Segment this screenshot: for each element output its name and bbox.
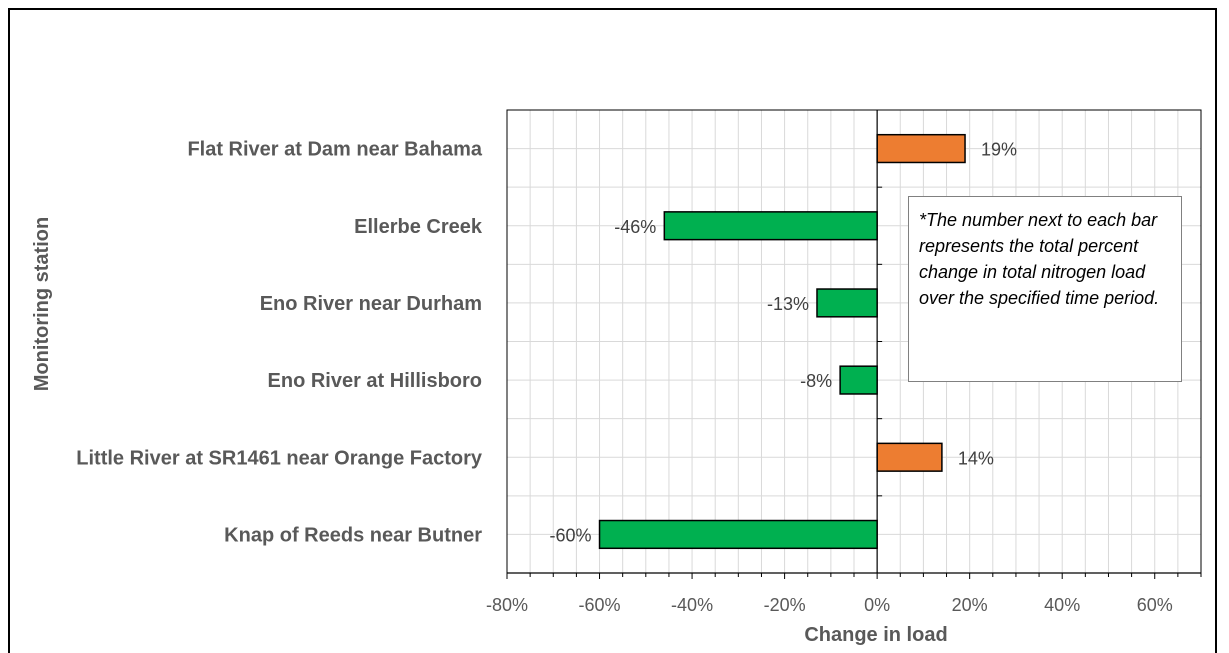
category-label: Flat River at Dam near Bahama — [187, 139, 482, 161]
x-tick-label: 60% — [1137, 595, 1173, 615]
category-label: Ellerbe Creek — [354, 216, 483, 238]
x-tick-label: 20% — [952, 595, 988, 615]
x-tick-label: -80% — [486, 595, 528, 615]
annotation-box: *The number next to each bar represents … — [908, 196, 1182, 382]
data-label: -13% — [767, 294, 809, 314]
bar — [816, 288, 878, 318]
data-label: 19% — [981, 140, 1017, 160]
data-label: -60% — [550, 525, 592, 545]
bar — [663, 211, 878, 241]
axes — [506, 109, 1202, 579]
labels: Flat River at Dam near Bahama 19% Ellerbe… — [76, 139, 1172, 615]
x-tick-label: -40% — [671, 595, 713, 615]
category-label: Little River at SR1461 near Orange Facto… — [76, 447, 483, 469]
bar — [876, 442, 943, 472]
annotation-text: *The number next to each bar represents … — [919, 210, 1160, 308]
x-tick-label: -60% — [579, 595, 621, 615]
x-axis-title: Change in load — [804, 624, 947, 646]
bar — [598, 519, 878, 550]
x-tick-label: 40% — [1044, 595, 1080, 615]
data-label: -46% — [614, 217, 656, 237]
category-label: Eno River near Durham — [260, 293, 482, 315]
bar — [876, 133, 966, 164]
category-label: Knap of Reeds near Butner — [224, 524, 482, 546]
data-label: 14% — [958, 448, 994, 468]
bar — [839, 365, 878, 395]
data-label: -8% — [800, 371, 832, 391]
category-label: Eno River at Hillisboro — [268, 370, 482, 392]
y-axis-title: Monitoring station — [31, 217, 53, 391]
x-tick-label: 0% — [864, 595, 890, 615]
x-tick-label: -20% — [764, 595, 806, 615]
